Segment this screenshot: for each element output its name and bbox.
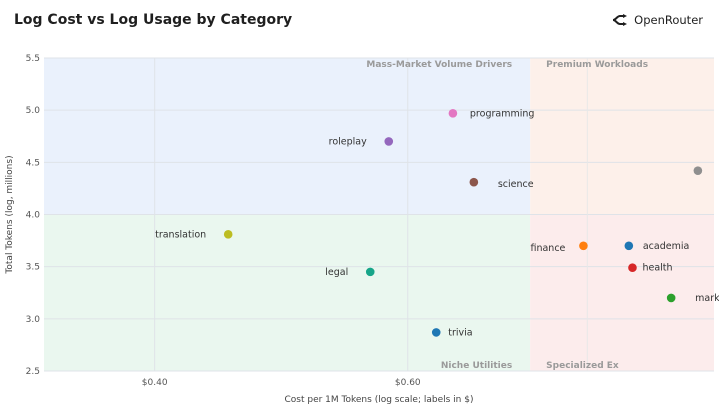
y-tick-label: 3.5 [26,263,40,273]
y-tick-label: 5.5 [26,54,40,64]
chart-header: Log Cost vs Log Usage by Category OpenRo… [0,0,719,44]
x-axis-label: Cost per 1M Tokens (log scale; labels in… [285,395,474,405]
quadrant-top-left [44,58,531,215]
data-point-academia [624,241,634,251]
x-tick-label: $0.60 [395,378,421,388]
quadrant-bottom-right [530,214,714,371]
brand-name: OpenRouter [634,13,703,27]
y-tick-label: 3.0 [26,315,41,325]
point-label-science: science [498,179,534,190]
brand[interactable]: OpenRouter [612,13,703,27]
point-label-roleplay: roleplay [329,136,367,147]
data-point-health [628,263,637,273]
data-point-finance [579,241,588,251]
point-label-finance: finance [530,243,565,254]
y-tick-label: 2.5 [26,367,40,377]
quadrant-label: Premium Workloads [546,60,648,70]
y-tick-label: 4.5 [26,158,40,168]
data-point-legal [365,267,375,277]
openrouter-logo-icon [613,14,628,26]
quadrant-top-right [530,58,714,215]
point-label-legal: legal [325,267,348,278]
point-label-academia: academia [643,241,689,252]
y-axis-label: Total Tokens (log, millions) [5,155,15,274]
quadrant-label: Niche Utilities [441,361,512,371]
data-point-programming [448,108,458,118]
data-point-science [469,177,479,187]
data-point-roleplay [384,137,394,146]
quadrant-label: Specialized Ex [546,361,619,371]
data-point-technology [693,166,703,175]
data-point-trivia [431,328,441,337]
quadrant-bottom-left [44,214,531,371]
point-label-programming: programming [470,108,535,119]
point-label-marketing: marketing [695,293,719,304]
quadrant-label: Mass-Market Volume Drivers [366,60,512,70]
y-tick-label: 5.0 [26,106,41,116]
chart-title: Log Cost vs Log Usage by Category [14,12,293,28]
x-tick-label: $0.40 [142,378,168,388]
y-tick-label: 4.0 [26,211,41,221]
data-point-marketing [666,293,676,303]
data-point-translation [223,230,233,239]
point-label-trivia: trivia [448,327,472,338]
point-label-translation: translation [155,229,206,240]
point-label-health: health [642,263,672,274]
